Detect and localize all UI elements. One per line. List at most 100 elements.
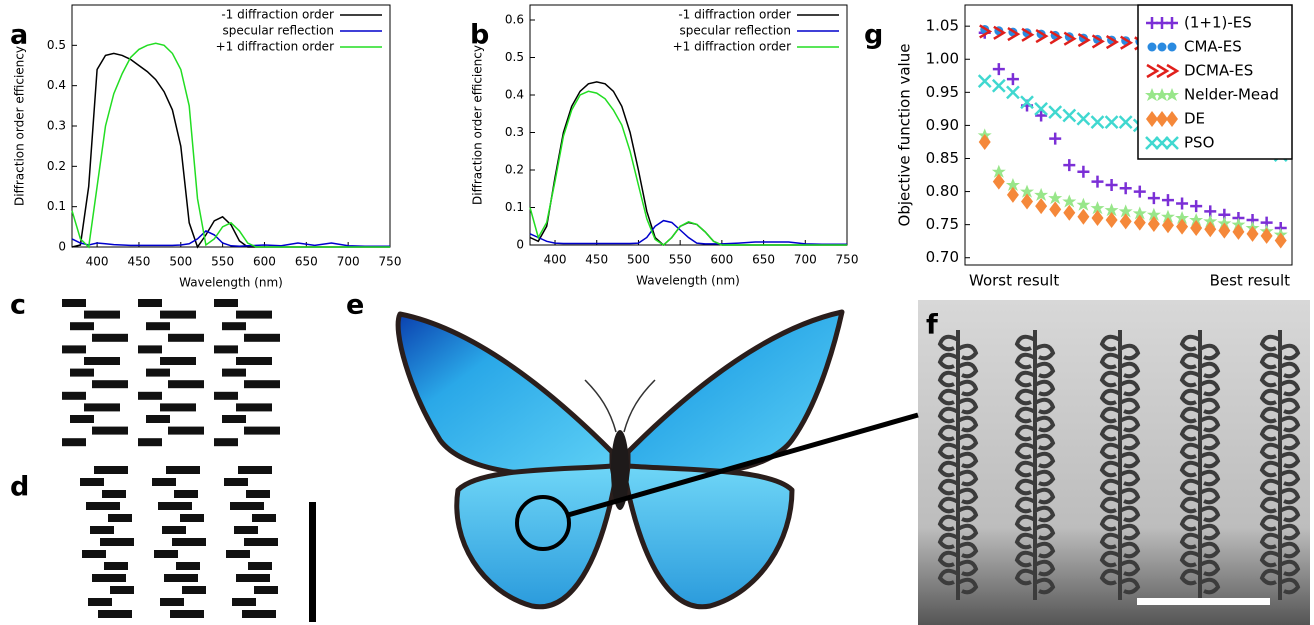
- pattern-bar: [236, 574, 270, 582]
- pattern-bar: [230, 502, 264, 510]
- y-tick-label: 0.6: [505, 13, 524, 27]
- pattern-bar: [252, 514, 276, 522]
- pattern-bar: [214, 438, 238, 446]
- pattern-bar: [70, 415, 94, 423]
- pattern-bar: [168, 334, 204, 342]
- pattern-bar: [166, 466, 200, 474]
- pattern-bar: [104, 562, 128, 570]
- marker: [1106, 116, 1118, 128]
- marker: [1232, 224, 1244, 240]
- scale-bar-d: [309, 502, 316, 622]
- y-tick-label: 0: [516, 238, 524, 252]
- series-line: [72, 53, 390, 247]
- pattern-bar: [214, 345, 238, 353]
- marker: [1168, 43, 1177, 52]
- marker: [979, 75, 991, 87]
- y-tick-label: 0.70: [926, 248, 959, 266]
- pattern-bar: [234, 526, 258, 534]
- page: a b g c d e f 00.10.20.30.40.54004505005…: [0, 0, 1314, 625]
- y-tick-label: 0.2: [505, 163, 524, 177]
- legend-label: CMA-ES: [1184, 38, 1242, 56]
- pattern-bar: [70, 369, 94, 377]
- y-tick-label: 0.5: [47, 38, 66, 52]
- pattern-bar: [146, 369, 170, 377]
- x-tick-label: 400: [86, 255, 109, 269]
- y-tick-label: 0.5: [505, 50, 524, 64]
- pattern-bar: [236, 311, 272, 319]
- y-tick-label: 1.05: [926, 17, 959, 35]
- pattern-bar: [182, 586, 206, 594]
- x-end-label: Best result: [1210, 272, 1291, 290]
- marker: [1247, 226, 1259, 242]
- pattern-bar: [62, 345, 86, 353]
- marker: [1176, 197, 1188, 209]
- marker: [1148, 43, 1157, 52]
- x-tick-label: 500: [627, 253, 650, 267]
- pattern-bar: [138, 392, 162, 400]
- legend-label: DCMA-ES: [1184, 62, 1253, 80]
- x-tick-label: 600: [253, 255, 276, 269]
- pattern-bar: [174, 490, 198, 498]
- antennae: [585, 380, 655, 432]
- pattern-c: [62, 299, 280, 446]
- marker: [1049, 133, 1061, 145]
- legend-label: Nelder-Mead: [1184, 86, 1279, 104]
- x-tick-label: 500: [169, 255, 192, 269]
- pattern-bar: [86, 502, 120, 510]
- y-tick-label: 0.1: [505, 200, 524, 214]
- marker: [1120, 182, 1132, 194]
- x-tick-label: 700: [794, 253, 817, 267]
- pattern-bar: [222, 322, 246, 330]
- pattern-bar: [222, 369, 246, 377]
- marker: [1275, 233, 1287, 249]
- pattern-bar: [62, 299, 86, 307]
- panel-label: c: [10, 290, 26, 321]
- x-tick-label: 550: [669, 253, 692, 267]
- x-tick-label: 700: [337, 255, 360, 269]
- legend-label: (1+1)-ES: [1184, 14, 1252, 32]
- pattern-bar: [244, 380, 280, 388]
- x-axis-label: Wavelength (nm): [179, 276, 283, 290]
- marker: [1063, 205, 1075, 221]
- series-line: [72, 43, 390, 247]
- pattern-bar: [62, 438, 86, 446]
- marker: [1148, 216, 1160, 232]
- series-line: [530, 82, 847, 245]
- pattern-bar: [170, 610, 204, 618]
- pattern-bar: [162, 526, 186, 534]
- y-axis-label: Diffraction order efficiency: [13, 46, 27, 206]
- decor-layer: [62, 299, 1310, 625]
- y-tick-label: 0.3: [47, 119, 66, 133]
- y-tick-label: 0.75: [926, 215, 959, 233]
- y-axis-label: Diffraction order efficiency: [471, 45, 485, 205]
- marker: [1077, 113, 1089, 125]
- series-line: [530, 221, 847, 245]
- pattern-bar: [82, 550, 106, 558]
- pattern-bar: [138, 299, 162, 307]
- pattern-bar: [214, 299, 238, 307]
- x-axis-label: Wavelength (nm): [636, 274, 740, 288]
- x-tick-label: 650: [295, 255, 318, 269]
- pattern-bar: [62, 392, 86, 400]
- legend-label: specular reflection: [223, 24, 334, 38]
- pattern-bar: [110, 586, 134, 594]
- pattern-bar: [92, 334, 128, 342]
- x-tick-label: 550: [211, 255, 234, 269]
- pattern-bar: [160, 357, 196, 365]
- pattern-bar: [70, 322, 94, 330]
- marker: [1158, 43, 1167, 52]
- pattern-bar: [92, 427, 128, 435]
- legend-label: -1 diffraction order: [678, 8, 791, 22]
- x-tick-label: 650: [752, 253, 775, 267]
- pattern-bar: [164, 574, 198, 582]
- marker: [1035, 198, 1047, 214]
- y-tick-label: 1.00: [926, 50, 959, 68]
- pattern-bar: [244, 334, 280, 342]
- pattern-bar: [160, 403, 196, 411]
- x-end-label: Worst result: [969, 272, 1059, 290]
- y-tick-label: 0.1: [47, 199, 66, 213]
- pattern-bar: [84, 403, 120, 411]
- pattern-bar: [242, 610, 276, 618]
- pattern-bar: [84, 311, 120, 319]
- pattern-bar: [100, 538, 134, 546]
